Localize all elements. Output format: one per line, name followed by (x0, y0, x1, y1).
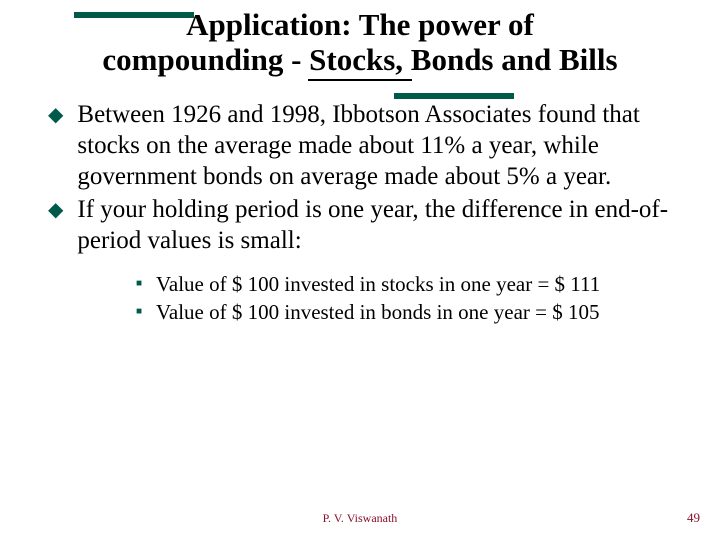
sub-bullet-item: ■ Value of $ 100 invested in stocks in o… (136, 272, 676, 297)
bullet-item: ◆ If your holding period is one year, th… (44, 194, 676, 256)
sub-bullet-item: ■ Value of $ 100 invested in bonds in on… (136, 300, 676, 325)
content-area: ◆ Between 1926 and 1998, Ibbotson Associ… (0, 81, 720, 324)
slide-title: Application: The power of compounding - … (0, 8, 720, 77)
diamond-bullet-icon: ◆ (48, 99, 63, 131)
sub-bullet-text: Value of $ 100 invested in bonds in one … (156, 300, 599, 325)
accent-bar-right (394, 93, 514, 99)
bullet-text: If your holding period is one year, the … (77, 194, 676, 256)
sub-bullet-list: ■ Value of $ 100 invested in stocks in o… (44, 272, 676, 324)
bullet-text: Between 1926 and 1998, Ibbotson Associat… (77, 99, 676, 192)
title-underline (308, 79, 412, 81)
diamond-bullet-icon: ◆ (48, 194, 63, 226)
bullet-item: ◆ Between 1926 and 1998, Ibbotson Associ… (44, 99, 676, 192)
accent-bar-left (74, 12, 194, 18)
square-bullet-icon: ■ (136, 300, 142, 324)
title-area: Application: The power of compounding - … (0, 0, 720, 81)
footer-page-number: 49 (687, 510, 700, 526)
square-bullet-icon: ■ (136, 272, 142, 296)
sub-bullet-text: Value of $ 100 invested in stocks in one… (156, 272, 600, 297)
footer-author: P. V. Viswanath (0, 511, 720, 526)
